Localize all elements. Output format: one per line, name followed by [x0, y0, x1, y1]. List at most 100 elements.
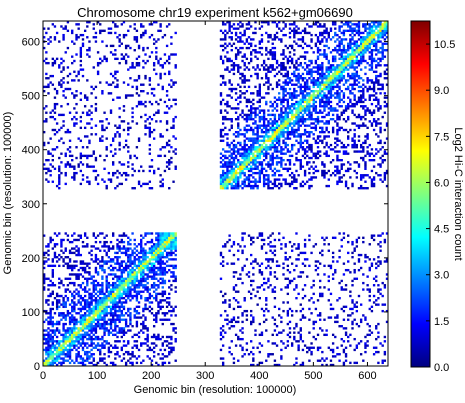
heatmap-cell [86, 79, 89, 82]
heatmap-cell [144, 133, 147, 136]
heatmap-cell [310, 96, 313, 99]
heatmap-cell [140, 279, 143, 283]
heatmap-cell [109, 150, 113, 153]
heatmap-cell [79, 152, 83, 155]
heatmap-cell [116, 243, 119, 246]
heatmap-cell [62, 284, 65, 287]
heatmap-cell [116, 303, 119, 306]
heatmap-cell [228, 346, 231, 349]
heatmap-cell [64, 232, 67, 235]
heatmap-cell [303, 245, 307, 248]
heatmap-cell [299, 85, 302, 89]
heatmap-cell [275, 156, 279, 160]
heatmap-cell [170, 146, 173, 149]
heatmap-cell [254, 150, 257, 153]
heatmap-cell [51, 335, 54, 339]
heatmap-cell [101, 256, 104, 259]
heatmap-cell [254, 85, 257, 89]
heatmap-cell [112, 171, 115, 175]
heatmap-cell [319, 130, 322, 134]
heatmap-cell [321, 120, 324, 123]
heatmap-cell [265, 74, 268, 78]
heatmap-cell [230, 184, 233, 188]
heatmap-cell [116, 305, 119, 308]
heatmap-cell [308, 111, 311, 114]
heatmap-cell [161, 277, 164, 280]
heatmap-cell [265, 299, 268, 302]
heatmap-cell [321, 66, 324, 69]
heatmap-cell [241, 33, 244, 37]
heatmap-cell [273, 115, 277, 119]
heatmap-cell [165, 340, 169, 343]
heatmap-cell [101, 297, 104, 300]
heatmap-cell [124, 251, 128, 255]
heatmap-cell [321, 72, 324, 76]
heatmap-cell [96, 284, 100, 287]
heatmap-cell [58, 165, 61, 168]
heatmap-cell [105, 59, 108, 63]
heatmap-cell [280, 98, 283, 101]
heatmap-cell [148, 301, 152, 304]
heatmap-cell [245, 178, 249, 181]
heatmap-cell [122, 333, 126, 337]
heatmap-cell [170, 258, 173, 261]
heatmap-cell [258, 124, 261, 127]
heatmap-cell [278, 139, 281, 142]
heatmap-cell [269, 137, 272, 140]
heatmap-cell [62, 251, 65, 255]
heatmap-cell [165, 161, 169, 164]
heatmap-cell [316, 169, 320, 173]
heatmap-cell [260, 307, 264, 311]
heatmap-cell [275, 325, 279, 328]
heatmap-cell [83, 262, 87, 265]
heatmap-cell [66, 161, 70, 164]
heatmap-cell [73, 165, 76, 168]
heatmap-cell [301, 348, 305, 352]
heatmap-cell [62, 359, 65, 362]
heatmap-cell [267, 57, 270, 61]
heatmap-cell [288, 79, 292, 82]
heatmap-cell [94, 266, 98, 270]
heatmap-cell [152, 256, 156, 259]
heatmap-cell [68, 264, 72, 268]
heatmap-cell [129, 66, 132, 69]
heatmap-cell [127, 275, 130, 278]
heatmap-cell [165, 312, 169, 315]
heatmap-cell [265, 21, 268, 24]
heatmap-cell [174, 314, 177, 317]
heatmap-cell [290, 109, 294, 112]
heatmap-cell [258, 92, 261, 95]
heatmap-cell [293, 243, 296, 246]
heatmap-cell [45, 318, 48, 321]
heatmap-cell [116, 83, 119, 86]
heatmap-cell [148, 130, 152, 134]
heatmap-cell [250, 161, 253, 164]
heatmap-cell [329, 363, 333, 367]
heatmap-cell [83, 322, 87, 326]
heatmap-cell [71, 55, 74, 58]
heatmap-cell [148, 240, 152, 244]
heatmap-cell [278, 96, 281, 99]
heatmap-cell [152, 325, 156, 328]
heatmap-cell [137, 348, 141, 352]
heatmap-cell [321, 96, 324, 99]
heatmap-cell [64, 152, 67, 155]
heatmap-cell [267, 176, 270, 179]
heatmap-cell [269, 118, 272, 121]
heatmap-cell [127, 44, 130, 48]
heatmap-cell [303, 150, 307, 153]
heatmap-cell [286, 344, 290, 347]
heatmap-cell [290, 105, 294, 108]
heatmap-cell [43, 234, 46, 237]
heatmap-cell [73, 329, 76, 332]
heatmap-cell [112, 316, 115, 319]
heatmap-cell [260, 344, 264, 347]
heatmap-cell [105, 262, 108, 265]
heatmap-cell [295, 61, 298, 65]
heatmap-cell [49, 174, 52, 177]
heatmap-cell [329, 81, 333, 84]
heatmap-cell [321, 111, 324, 114]
heatmap-cell [262, 21, 266, 24]
heatmap-cell [131, 294, 134, 298]
heatmap-cell [58, 128, 61, 132]
